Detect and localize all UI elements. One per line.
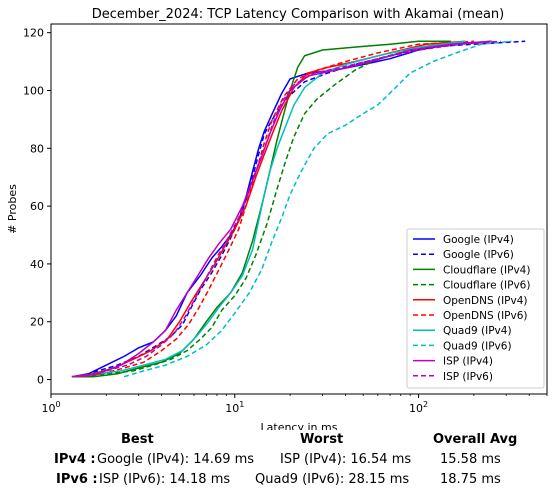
legend-label: ISP (IPv6) [443,371,493,383]
y-tick-label: 80 [30,142,44,155]
plot-frame [50,23,548,395]
legend-label: OpenDNS (IPv6) [443,310,528,322]
avg-header: Overall Avg [433,432,518,447]
series-line-cloudflare-ipv6 [83,43,452,378]
ipv6-row-label: IPv6 : [56,472,98,487]
y-tick-label: 20 [30,316,44,329]
chart-title: December_2024: TCP Latency Comparison wi… [92,7,504,22]
y-tick-label: 0 [37,374,44,387]
latency-chart: December_2024: TCP Latency Comparison wi… [6,7,548,430]
chart-legend: Google (IPv4) Google (IPv6) Cloudflare (IP… [406,228,545,389]
ipv6-best: ISP (IPv6): 14.18 ms [99,472,231,487]
series-line-opendns-ipv4 [71,40,466,378]
legend-label: Google (IPv6) [443,249,514,261]
y-axis-label: # Probes [6,184,19,234]
series-line-isp-ipv4 [71,40,492,378]
y-axis: 0 20 40 60 80 100 120 [23,27,51,387]
ipv4-best: Google (IPv4): 14.69 ms [97,452,255,467]
best-header: Best [121,432,154,447]
legend-label: Cloudflare (IPv6) [443,280,530,292]
legend-label: Cloudflare (IPv4) [443,264,530,276]
ipv4-worst: ISP (IPv4): 16.54 ms [280,452,412,467]
y-tick-label: 120 [23,27,44,40]
series-line-quad9-ipv6 [123,40,512,378]
legend-label: Google (IPv4) [443,234,514,246]
series-line-quad9-ipv4 [71,40,466,378]
legend-label: OpenDNS (IPv4) [443,295,528,307]
x-axis: 100 101 102 [41,394,548,415]
y-tick-label: 100 [23,84,44,97]
series-lines [71,40,526,378]
legend-label: Quad9 (IPv4) [443,325,512,337]
y-tick-label: 60 [30,200,44,213]
ipv6-avg: 18.75 ms [440,472,501,487]
y-tick-label: 40 [30,258,44,271]
legend-label: Quad9 (IPv6) [443,340,512,352]
x-tick-label: 102 [409,400,428,415]
series-line-isp-ipv6 [83,40,501,378]
ipv6-worst: Quad9 (IPv6): 28.15 ms [255,472,410,487]
legend-label: ISP (IPv4) [443,356,493,368]
x-tick-label: 100 [41,400,60,415]
x-tick-label: 101 [225,400,244,415]
x-axis-label: Latency in ms [261,421,338,430]
worst-header: Worst [300,432,344,447]
ipv4-row-label: IPv4 : [54,452,96,467]
ipv4-avg: 15.58 ms [440,452,501,467]
legend-box [406,228,545,389]
